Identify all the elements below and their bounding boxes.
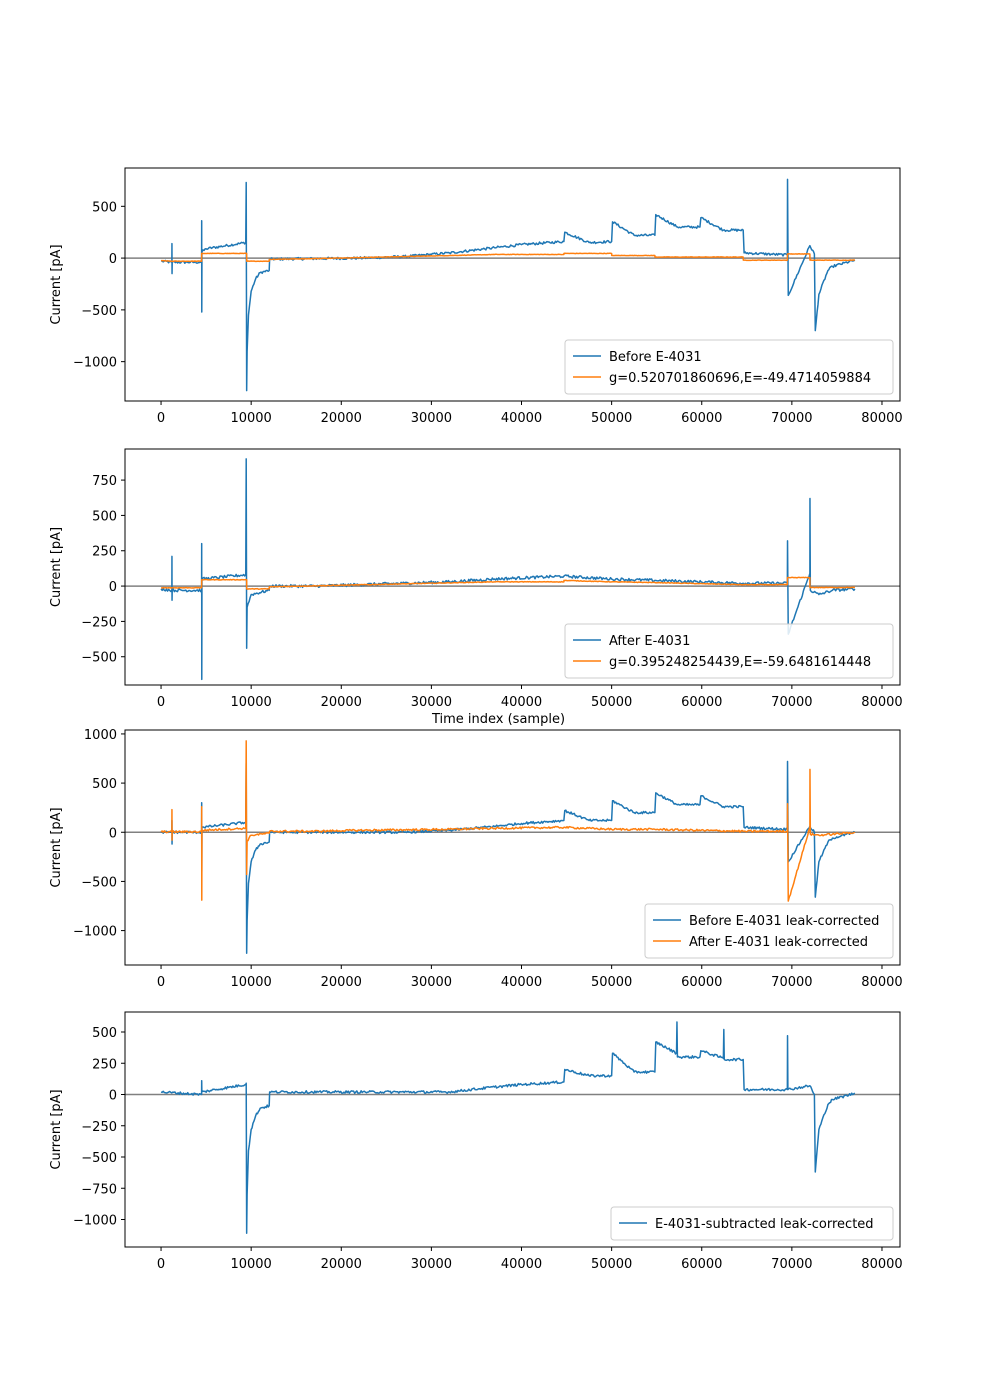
y-tick-label: 0 (109, 580, 117, 595)
x-tick-label: 0 (157, 975, 165, 990)
x-tick-label: 80000 (861, 411, 902, 426)
y-tick-label: −750 (81, 1182, 117, 1197)
x-tick-label: 40000 (501, 695, 542, 710)
x-tick-label: 80000 (861, 975, 902, 990)
legend-label: g=0.520701860696,E=-49.4714059884 (609, 371, 871, 386)
y-tick-label: 500 (92, 200, 117, 215)
plot-area (160, 740, 856, 954)
axes-frame (124, 729, 901, 966)
series-line-1 (160, 760, 856, 954)
legend: E-4031-subtracted leak-corrected (610, 1206, 894, 1241)
x-tick-label: 50000 (591, 411, 632, 426)
x-tick-label: 60000 (681, 411, 722, 426)
y-tick-label: 500 (92, 509, 117, 524)
x-tick-label: 20000 (321, 975, 362, 990)
subplot-1: 0 10000 20000 30000 40000 50000 60000 70000 8000… (49, 167, 903, 426)
x-tick-label: 80000 (861, 695, 902, 710)
x-tick-label: 70000 (771, 1257, 812, 1272)
x-tick-label: 0 (157, 695, 165, 710)
legend-box (564, 339, 894, 395)
subplot-4: 0 10000 20000 30000 40000 50000 60000 70000 8000… (49, 1011, 903, 1272)
x-tick-label: 70000 (771, 975, 812, 990)
x-tick-label: 40000 (501, 411, 542, 426)
x-tick-label: 10000 (230, 411, 271, 426)
y-tick-label: 500 (92, 777, 117, 792)
x-tick-label: 10000 (230, 695, 271, 710)
x-tick-label: 20000 (321, 1257, 362, 1272)
x-tick-label: 70000 (771, 695, 812, 710)
y-tick-label: −500 (81, 1151, 117, 1166)
y-tick-label: 250 (92, 1057, 117, 1072)
legend-label: After E-4031 (609, 634, 690, 649)
y-tick-label: −250 (81, 1120, 117, 1135)
axes-frame (124, 167, 901, 402)
y-tick-label: −500 (81, 875, 117, 890)
plot-area (160, 458, 856, 681)
x-tick-label: 50000 (591, 695, 632, 710)
y-tick-label: −250 (81, 615, 117, 630)
y-tick-label: −1000 (73, 1214, 117, 1229)
legend: Before E-4031 leak-corrected After E-4031… (644, 903, 894, 959)
axes-frame (124, 1011, 901, 1248)
x-tick-label: 30000 (411, 975, 452, 990)
y-tick-label: −1000 (73, 925, 117, 940)
y-axis-label: Current [pA] (49, 244, 64, 324)
plot-area (160, 178, 856, 392)
y-tick-label: −1000 (73, 356, 117, 371)
y-tick-label: 500 (92, 1026, 117, 1041)
y-tick-label: 750 (92, 474, 117, 489)
series-line-1 (160, 1021, 856, 1234)
legend: After E-4031 g=0.395248254439,E=-59.64816… (564, 623, 894, 679)
x-tick-label: 0 (157, 411, 165, 426)
legend-label: E-4031-subtracted leak-corrected (655, 1217, 874, 1232)
x-tick-label: 50000 (591, 975, 632, 990)
x-tick-label: 20000 (321, 695, 362, 710)
x-tick-label: 80000 (861, 1257, 902, 1272)
axes-frame (124, 448, 901, 686)
legend-box (644, 903, 894, 959)
legend-box (610, 1206, 894, 1241)
legend: Before E-4031 g=0.520701860696,E=-49.4714… (564, 339, 894, 395)
legend-label: g=0.395248254439,E=-59.6481614448 (609, 655, 871, 670)
y-tick-label: 250 (92, 545, 117, 560)
x-tick-label: 60000 (681, 975, 722, 990)
y-tick-label: 1000 (84, 728, 117, 743)
y-tick-label: −500 (81, 304, 117, 319)
series-line-1 (160, 178, 856, 392)
series-line-2 (160, 576, 856, 590)
y-tick-label: 0 (109, 252, 117, 267)
x-tick-label: 30000 (411, 1257, 452, 1272)
x-tick-label: 60000 (681, 1257, 722, 1272)
y-axis-label: Current [pA] (49, 527, 64, 607)
x-tick-label: 20000 (321, 411, 362, 426)
subplot-2: 0 10000 20000 30000 40000 50000 60000 70000 8000… (49, 448, 903, 727)
plot-area (160, 1021, 856, 1234)
x-tick-label: 60000 (681, 695, 722, 710)
y-axis-label: Current [pA] (49, 1089, 64, 1169)
y-tick-label: 0 (109, 1089, 117, 1104)
x-tick-label: 50000 (591, 1257, 632, 1272)
y-tick-label: 0 (109, 826, 117, 841)
x-tick-label: 30000 (411, 695, 452, 710)
series-line-2 (160, 252, 856, 263)
subplot-3: 0 10000 20000 30000 40000 50000 60000 70000 8000… (49, 728, 903, 990)
x-tick-label: 10000 (230, 975, 271, 990)
x-tick-label: 40000 (501, 975, 542, 990)
legend-label: Before E-4031 (609, 350, 702, 365)
legend-label: After E-4031 leak-corrected (689, 935, 868, 950)
series-line-2 (160, 740, 856, 902)
x-tick-label: 40000 (501, 1257, 542, 1272)
x-tick-label: 10000 (230, 1257, 271, 1272)
x-tick-label: 0 (157, 1257, 165, 1272)
x-tick-label: 70000 (771, 411, 812, 426)
x-axis-label: Time index (sample) (431, 712, 565, 727)
legend-label: Before E-4031 leak-corrected (689, 914, 879, 929)
y-tick-label: −500 (81, 651, 117, 666)
x-tick-label: 30000 (411, 411, 452, 426)
legend-box (564, 623, 894, 679)
y-axis-label: Current [pA] (49, 807, 64, 887)
